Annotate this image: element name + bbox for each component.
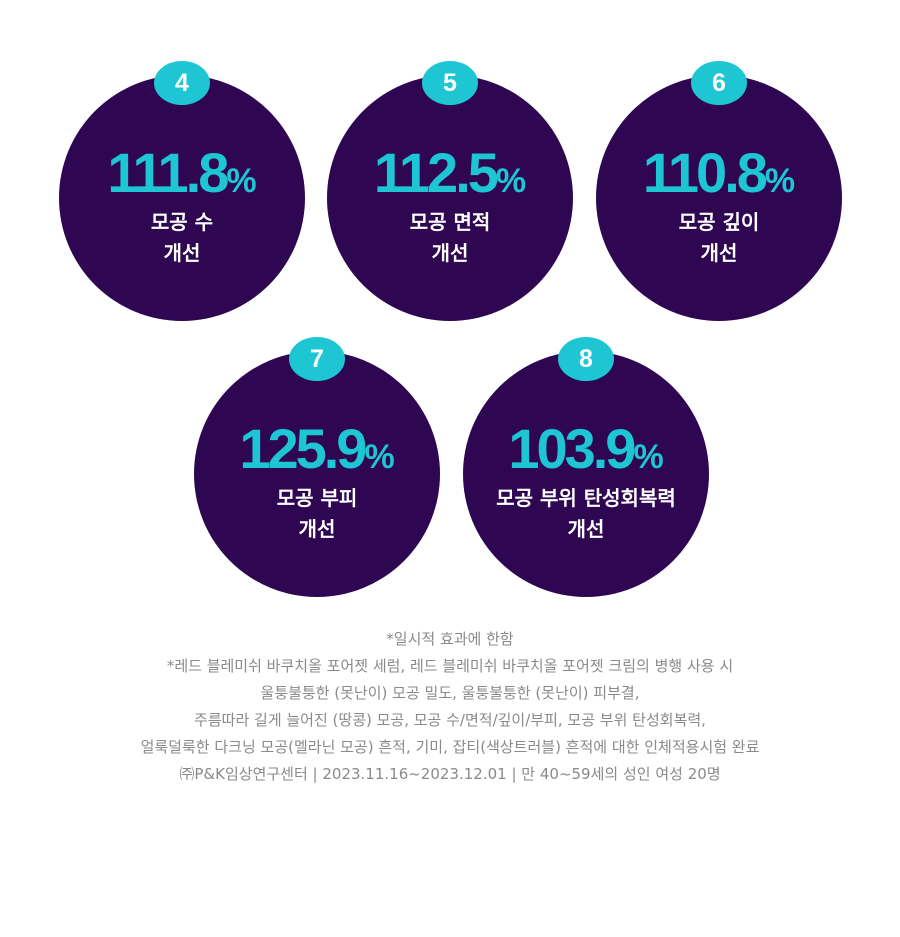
footnote-line: *레드 블레미쉬 바쿠치올 포어젯 세럼, 레드 블레미쉬 바쿠치올 포어젯 크… (166, 657, 734, 675)
footnotes: *일시적 효과에 한함 *레드 블레미쉬 바쿠치올 포어젯 세럼, 레드 블레미… (20, 626, 880, 788)
stat-label-line1: 모공 부피 (276, 486, 358, 510)
stat-circle (327, 75, 573, 321)
stat-card-pore-count: 4 111.8% 모공 수 개선 (59, 61, 305, 321)
stat-number: 112.5 (373, 141, 499, 204)
stat-number: 103.9 (508, 417, 636, 480)
stat-label-line2: 개선 (298, 517, 336, 541)
stat-badge: 5 (422, 61, 478, 105)
footnote-line: 주름따라 길게 늘어진 (땅콩) 모공, 모공 수/면적/깊이/부피, 모공 부… (194, 711, 706, 729)
stat-circle (463, 351, 709, 597)
stat-label: 모공 깊이 개선 (604, 207, 834, 269)
stat-number: 110.8 (642, 141, 768, 204)
stat-label-line2: 개선 (700, 241, 738, 265)
stat-label-line2: 개선 (163, 241, 201, 265)
stat-number: 111.8 (107, 141, 229, 204)
stat-label: 모공 면적 개선 (335, 207, 565, 269)
stat-badge: 4 (154, 61, 210, 105)
stat-unit: % (364, 438, 395, 476)
stat-unit: % (495, 162, 527, 200)
footnote-line: *일시적 효과에 한함 (386, 630, 514, 648)
stat-unit: % (764, 162, 796, 200)
footnote-line: 울퉁불퉁한 (못난이) 모공 밀도, 울퉁불퉁한 (못난이) 피부결, (260, 684, 640, 702)
stat-value: 111.8% (59, 143, 305, 218)
stat-label: 모공 부위 탄성회복력 개선 (471, 483, 701, 545)
stat-badge: 8 (558, 337, 614, 381)
stat-value: 110.8% (596, 143, 842, 218)
stat-label-line2: 개선 (567, 517, 605, 541)
stat-label-line1: 모공 수 (150, 210, 214, 234)
stat-circle (59, 75, 305, 321)
stat-unit: % (226, 162, 257, 200)
stat-value: 112.5% (327, 143, 573, 218)
stat-card-pore-depth: 6 110.8% 모공 깊이 개선 (596, 61, 842, 321)
stat-badge: 7 (289, 337, 345, 381)
stat-label: 모공 부피 개선 (202, 483, 432, 545)
stat-badge: 6 (691, 61, 747, 105)
stat-label: 모공 수 개선 (67, 207, 297, 269)
stat-label-line2: 개선 (431, 241, 469, 265)
stat-label-line1: 모공 면적 (409, 210, 491, 234)
stat-card-pore-area: 5 112.5% 모공 면적 개선 (327, 61, 573, 321)
footnote-line: 얼룩덜룩한 다크닝 모공(멜라닌 모공) 흔적, 기미, 잡티(색상트러블) 흔… (140, 738, 760, 756)
stat-value: 103.9% (463, 419, 709, 494)
stat-card-pore-elasticity: 8 103.9% 모공 부위 탄성회복력 개선 (463, 337, 709, 597)
stat-label-line1: 모공 깊이 (678, 210, 760, 234)
stat-circle (596, 75, 842, 321)
footnote-line: ㈜P&K임상연구센터 | 2023.11.16~2023.12.01 | 만 4… (179, 765, 721, 783)
stat-value: 125.9% (194, 419, 440, 494)
stat-card-pore-volume: 7 125.9% 모공 부피 개선 (194, 337, 440, 597)
stat-number: 125.9 (239, 417, 367, 480)
stat-circle (194, 351, 440, 597)
stat-unit: % (633, 438, 664, 476)
stat-label-line1: 모공 부위 탄성회복력 (496, 486, 676, 510)
